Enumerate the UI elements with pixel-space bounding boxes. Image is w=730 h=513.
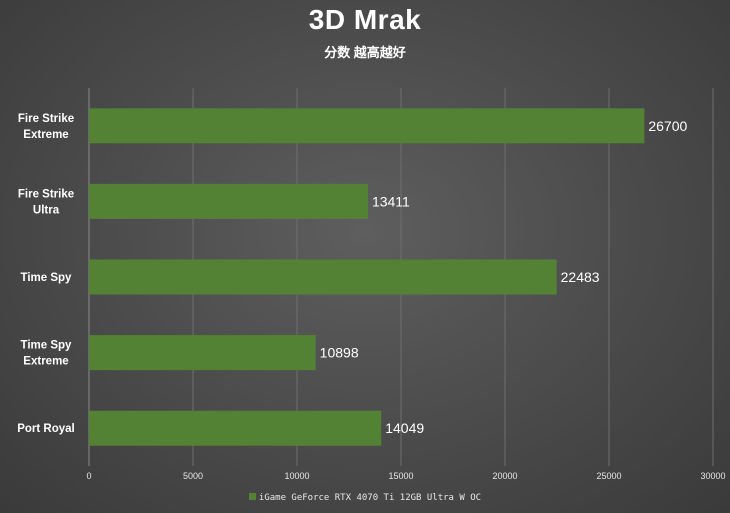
- bar: [89, 335, 316, 371]
- legend-swatch: [248, 493, 256, 500]
- bar: [89, 259, 557, 295]
- category-label: Port Royal: [17, 423, 75, 435]
- x-tick-label: 0: [86, 471, 91, 481]
- bar: [89, 183, 368, 219]
- x-tick-label: 20000: [492, 471, 517, 481]
- data-label: 26700: [648, 118, 687, 134]
- chart-title: 3D Mrak: [308, 4, 422, 35]
- data-label: 13411: [372, 193, 410, 209]
- category-label: Time Spy Extreme: [21, 340, 73, 368]
- bar: [89, 410, 382, 446]
- bar: [89, 108, 645, 144]
- data-label: 22483: [561, 269, 600, 285]
- x-tick-label: 15000: [388, 471, 413, 481]
- category-label: Time Spy: [21, 272, 73, 284]
- data-label: 14049: [385, 420, 424, 436]
- x-tick-label: 25000: [596, 471, 621, 481]
- x-tick-label: 5000: [183, 471, 203, 481]
- chart-subtitle: 分数 越高越好: [324, 45, 406, 60]
- category-label: Fire Strike Ultra: [18, 188, 74, 216]
- x-tick-label: 10000: [284, 471, 309, 481]
- data-label: 10898: [320, 345, 359, 361]
- x-tick-label: 30000: [700, 471, 725, 481]
- legend: iGame GeForce RTX 4070 Ti 12GB Ultra W O…: [0, 493, 730, 503]
- legend-label: iGame GeForce RTX 4070 Ti 12GB Ultra W O…: [258, 493, 482, 503]
- category-label: Fire Strike Extreme: [18, 113, 74, 141]
